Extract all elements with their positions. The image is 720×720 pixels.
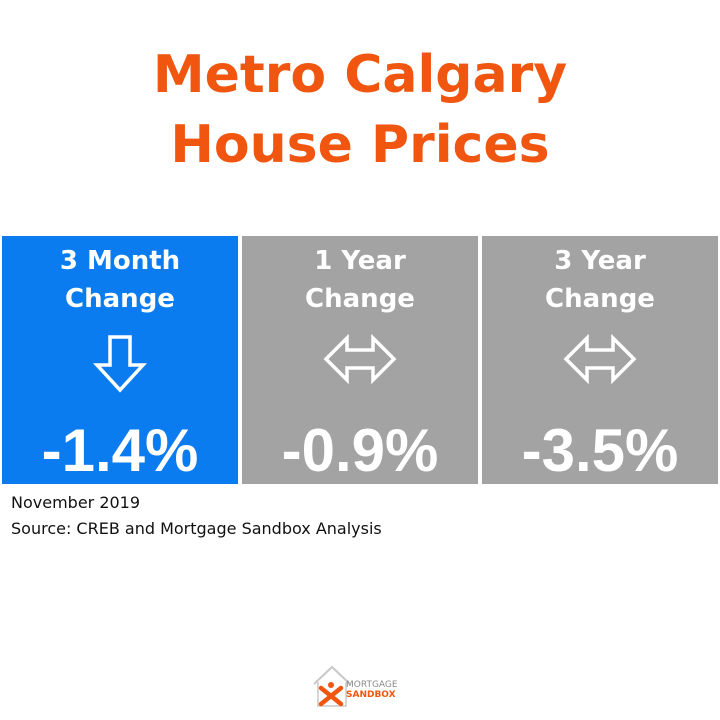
tile-label-line-1: 3 Year <box>554 246 646 276</box>
tile-3-year-change: 3 Year Change -3.5% <box>482 236 718 484</box>
tile-label-line-1: 1 Year <box>314 246 406 276</box>
tile-value: -1.4% <box>41 417 199 484</box>
footnote-source: Source: CREB and Mortgage Sandbox Analys… <box>11 519 382 538</box>
house-x-logo-icon <box>313 665 351 707</box>
tile-value: -0.9% <box>281 417 439 484</box>
change-tiles: 3 Month Change -1.4% 1 Year Change -0.9%… <box>0 236 720 484</box>
tile-label-line-2: Change <box>545 284 655 314</box>
footnote-date: November 2019 <box>11 493 141 512</box>
tile-label: 1 Year Change <box>242 242 478 318</box>
logo-line-2: SANDBOX <box>346 690 396 700</box>
mortgage-sandbox-logo: MORTGAGE SANDBOX <box>312 662 422 708</box>
footnote: November 2019 Source: CREB and Mortgage … <box>11 490 382 542</box>
tile-label-line-2: Change <box>305 284 415 314</box>
title-line-2: House Prices <box>170 115 550 175</box>
tile-label-line-1: 3 Month <box>59 246 181 276</box>
left-right-arrow-icon <box>323 334 397 384</box>
tile-value: -3.5% <box>521 417 679 484</box>
tile-label: 3 Year Change <box>482 242 718 318</box>
page-title: Metro Calgary House Prices <box>0 40 720 180</box>
logo-line-1: MORTGAGE <box>346 680 398 690</box>
down-arrow-icon <box>93 335 147 393</box>
tile-label: 3 Month Change <box>2 242 238 318</box>
title-line-1: Metro Calgary <box>152 45 568 105</box>
left-right-arrow-icon <box>563 334 637 384</box>
tile-3-month-change: 3 Month Change -1.4% <box>2 236 238 484</box>
logo-text: MORTGAGE SANDBOX <box>346 680 398 700</box>
tile-1-year-change: 1 Year Change -0.9% <box>242 236 478 484</box>
tile-label-line-2: Change <box>65 284 175 314</box>
